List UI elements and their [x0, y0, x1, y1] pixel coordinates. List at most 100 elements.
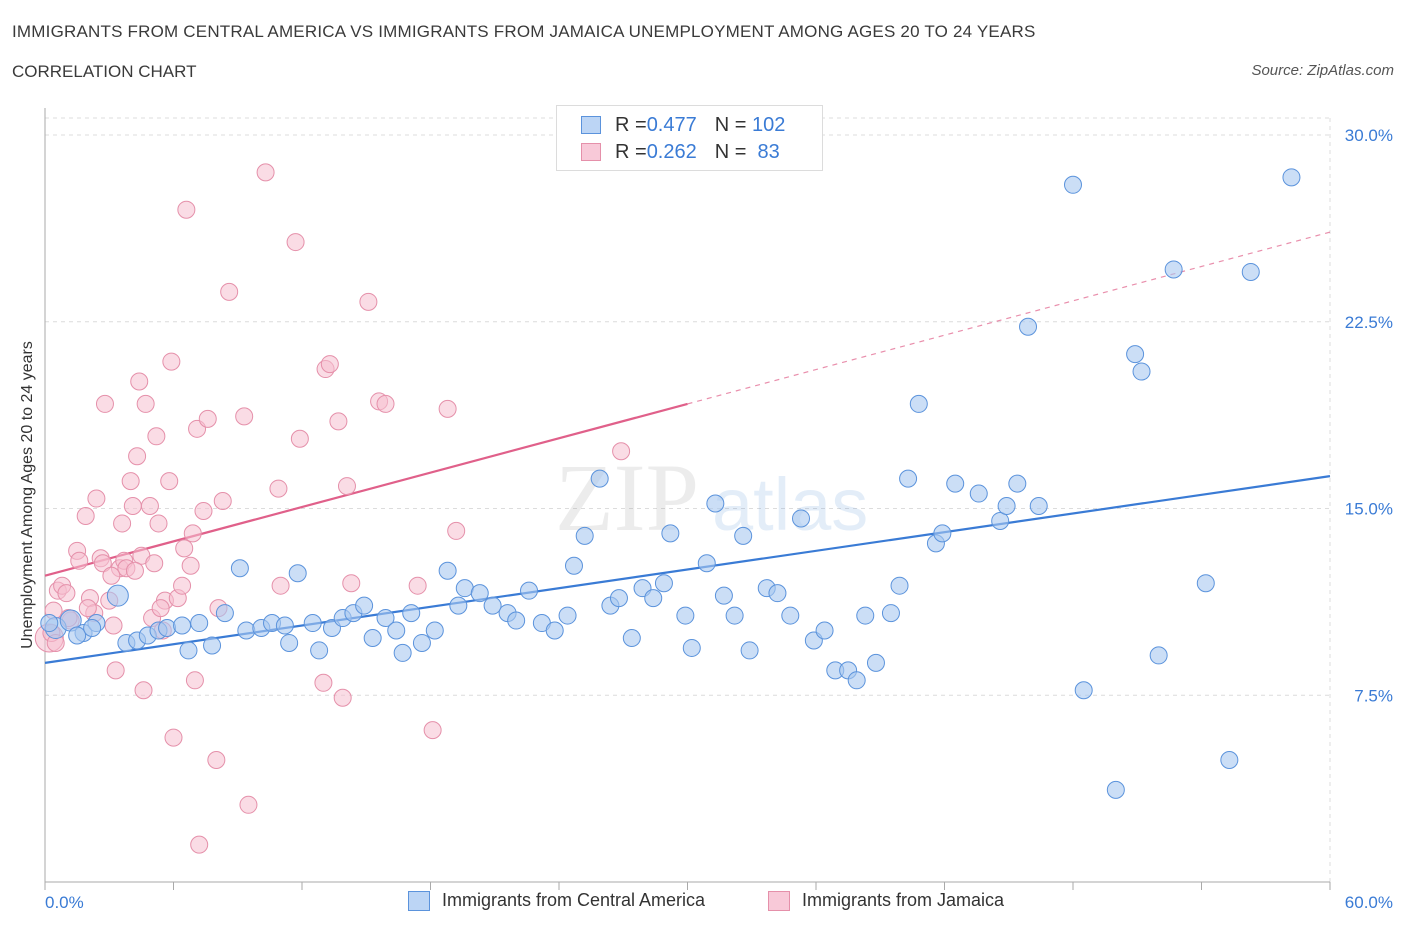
data-point-central-america	[237, 621, 256, 640]
legend-row-jamaica: R = 0.262 N = 83	[581, 139, 780, 165]
data-point-jamaica	[408, 576, 427, 595]
data-point-central-america	[734, 526, 753, 545]
data-point-jamaica	[106, 661, 125, 680]
data-point-central-america	[1220, 750, 1239, 769]
data-point-central-america	[190, 614, 209, 633]
data-point-jamaica	[333, 688, 352, 707]
data-point-central-america	[933, 524, 952, 543]
data-point-jamaica	[220, 282, 239, 301]
data-point-central-america	[387, 621, 406, 640]
data-point-central-america	[1126, 345, 1145, 364]
data-point-central-america	[1064, 175, 1082, 194]
data-point-central-america	[781, 606, 800, 625]
data-point-central-america	[1029, 497, 1048, 516]
watermark: ZIP atlas	[555, 444, 868, 551]
data-point-central-america	[714, 586, 733, 605]
data-point-central-america	[725, 606, 744, 625]
data-point-jamaica	[320, 355, 339, 374]
data-point-central-america	[946, 474, 965, 493]
data-point-central-america	[455, 579, 474, 598]
axes	[44, 108, 1331, 890]
points-central-america	[40, 168, 1301, 799]
data-point-central-america	[393, 643, 412, 662]
legend-r-value: 0.262	[646, 140, 697, 163]
data-point-jamaica	[128, 447, 147, 466]
data-point-central-america	[1149, 646, 1168, 665]
data-point-jamaica	[271, 576, 290, 595]
data-point-jamaica	[76, 506, 95, 525]
data-point-central-america	[697, 554, 716, 573]
data-point-jamaica	[213, 492, 232, 511]
data-point-central-america	[438, 561, 457, 580]
data-point-jamaica	[185, 671, 204, 690]
data-point-central-america	[997, 497, 1016, 516]
data-point-jamaica	[147, 427, 166, 446]
legend-r-label: R =	[615, 113, 647, 136]
legend-row-central-america: R = 0.477 N = 102	[581, 112, 785, 138]
legend-r-value: 0.477	[646, 113, 697, 136]
legend-n-label: N =	[714, 140, 752, 163]
data-point-central-america	[230, 559, 249, 578]
data-point-central-america	[173, 616, 192, 635]
data-point-central-america	[866, 653, 885, 672]
data-point-central-america	[280, 633, 299, 652]
data-point-jamaica	[104, 616, 123, 635]
data-point-jamaica	[239, 795, 258, 814]
bottom-legend-central-america: Immigrants from Central America	[408, 890, 705, 911]
data-point-central-america	[890, 576, 909, 595]
data-point-jamaica	[235, 407, 254, 426]
data-point-jamaica	[162, 352, 181, 371]
data-point-central-america	[1282, 168, 1301, 187]
x-tick-label: 60.0%	[1345, 893, 1393, 912]
data-point-jamaica	[149, 514, 168, 533]
data-point-jamaica	[376, 394, 395, 413]
bottom-legend-label: Immigrants from Jamaica	[802, 890, 1005, 910]
data-point-jamaica	[359, 292, 378, 311]
data-point-central-america	[661, 524, 680, 543]
data-point-jamaica	[136, 394, 155, 413]
data-point-jamaica	[207, 750, 226, 769]
data-point-central-america	[179, 641, 198, 660]
data-point-central-america	[1164, 260, 1183, 279]
data-point-central-america	[288, 564, 307, 583]
data-point-central-america	[355, 596, 374, 615]
data-point-jamaica	[194, 501, 213, 520]
data-point-central-america	[106, 584, 129, 607]
data-point-central-america	[1008, 474, 1027, 493]
legend-n-value: 83	[752, 140, 780, 163]
data-point-central-america	[768, 584, 787, 603]
data-point-jamaica	[198, 409, 217, 428]
data-point-central-america	[363, 628, 382, 647]
data-point-central-america	[310, 641, 329, 660]
data-point-jamaica	[423, 721, 442, 740]
y-tick-label: 7.5%	[1354, 686, 1393, 705]
data-point-central-america	[545, 621, 564, 640]
data-point-central-america	[303, 614, 322, 633]
data-point-central-america	[1074, 681, 1093, 700]
data-point-central-america	[740, 641, 759, 660]
trend-line-solid	[44, 402, 688, 577]
data-point-jamaica	[145, 554, 164, 573]
data-point-central-america	[203, 636, 222, 655]
data-point-central-america	[402, 604, 421, 623]
data-point-jamaica	[123, 497, 142, 516]
data-point-central-america	[425, 621, 444, 640]
data-point-central-america	[815, 621, 834, 640]
data-point-central-america	[856, 606, 875, 625]
data-point-central-america	[706, 494, 725, 513]
data-point-jamaica	[57, 584, 76, 603]
legend-r-label: R =	[615, 140, 647, 163]
source-label: Source: ZipAtlas.com	[1251, 62, 1394, 79]
data-point-central-america	[470, 584, 489, 603]
data-point-central-america	[1019, 317, 1038, 336]
data-point-central-america	[483, 596, 502, 615]
data-point-jamaica	[121, 472, 140, 491]
data-point-jamaica	[70, 551, 89, 570]
data-point-jamaica	[102, 566, 121, 585]
data-point-jamaica	[438, 399, 457, 418]
data-point-jamaica	[269, 479, 288, 498]
x-tick-label: 0.0%	[45, 893, 84, 912]
data-point-central-america	[449, 596, 468, 615]
data-point-jamaica	[151, 599, 170, 618]
